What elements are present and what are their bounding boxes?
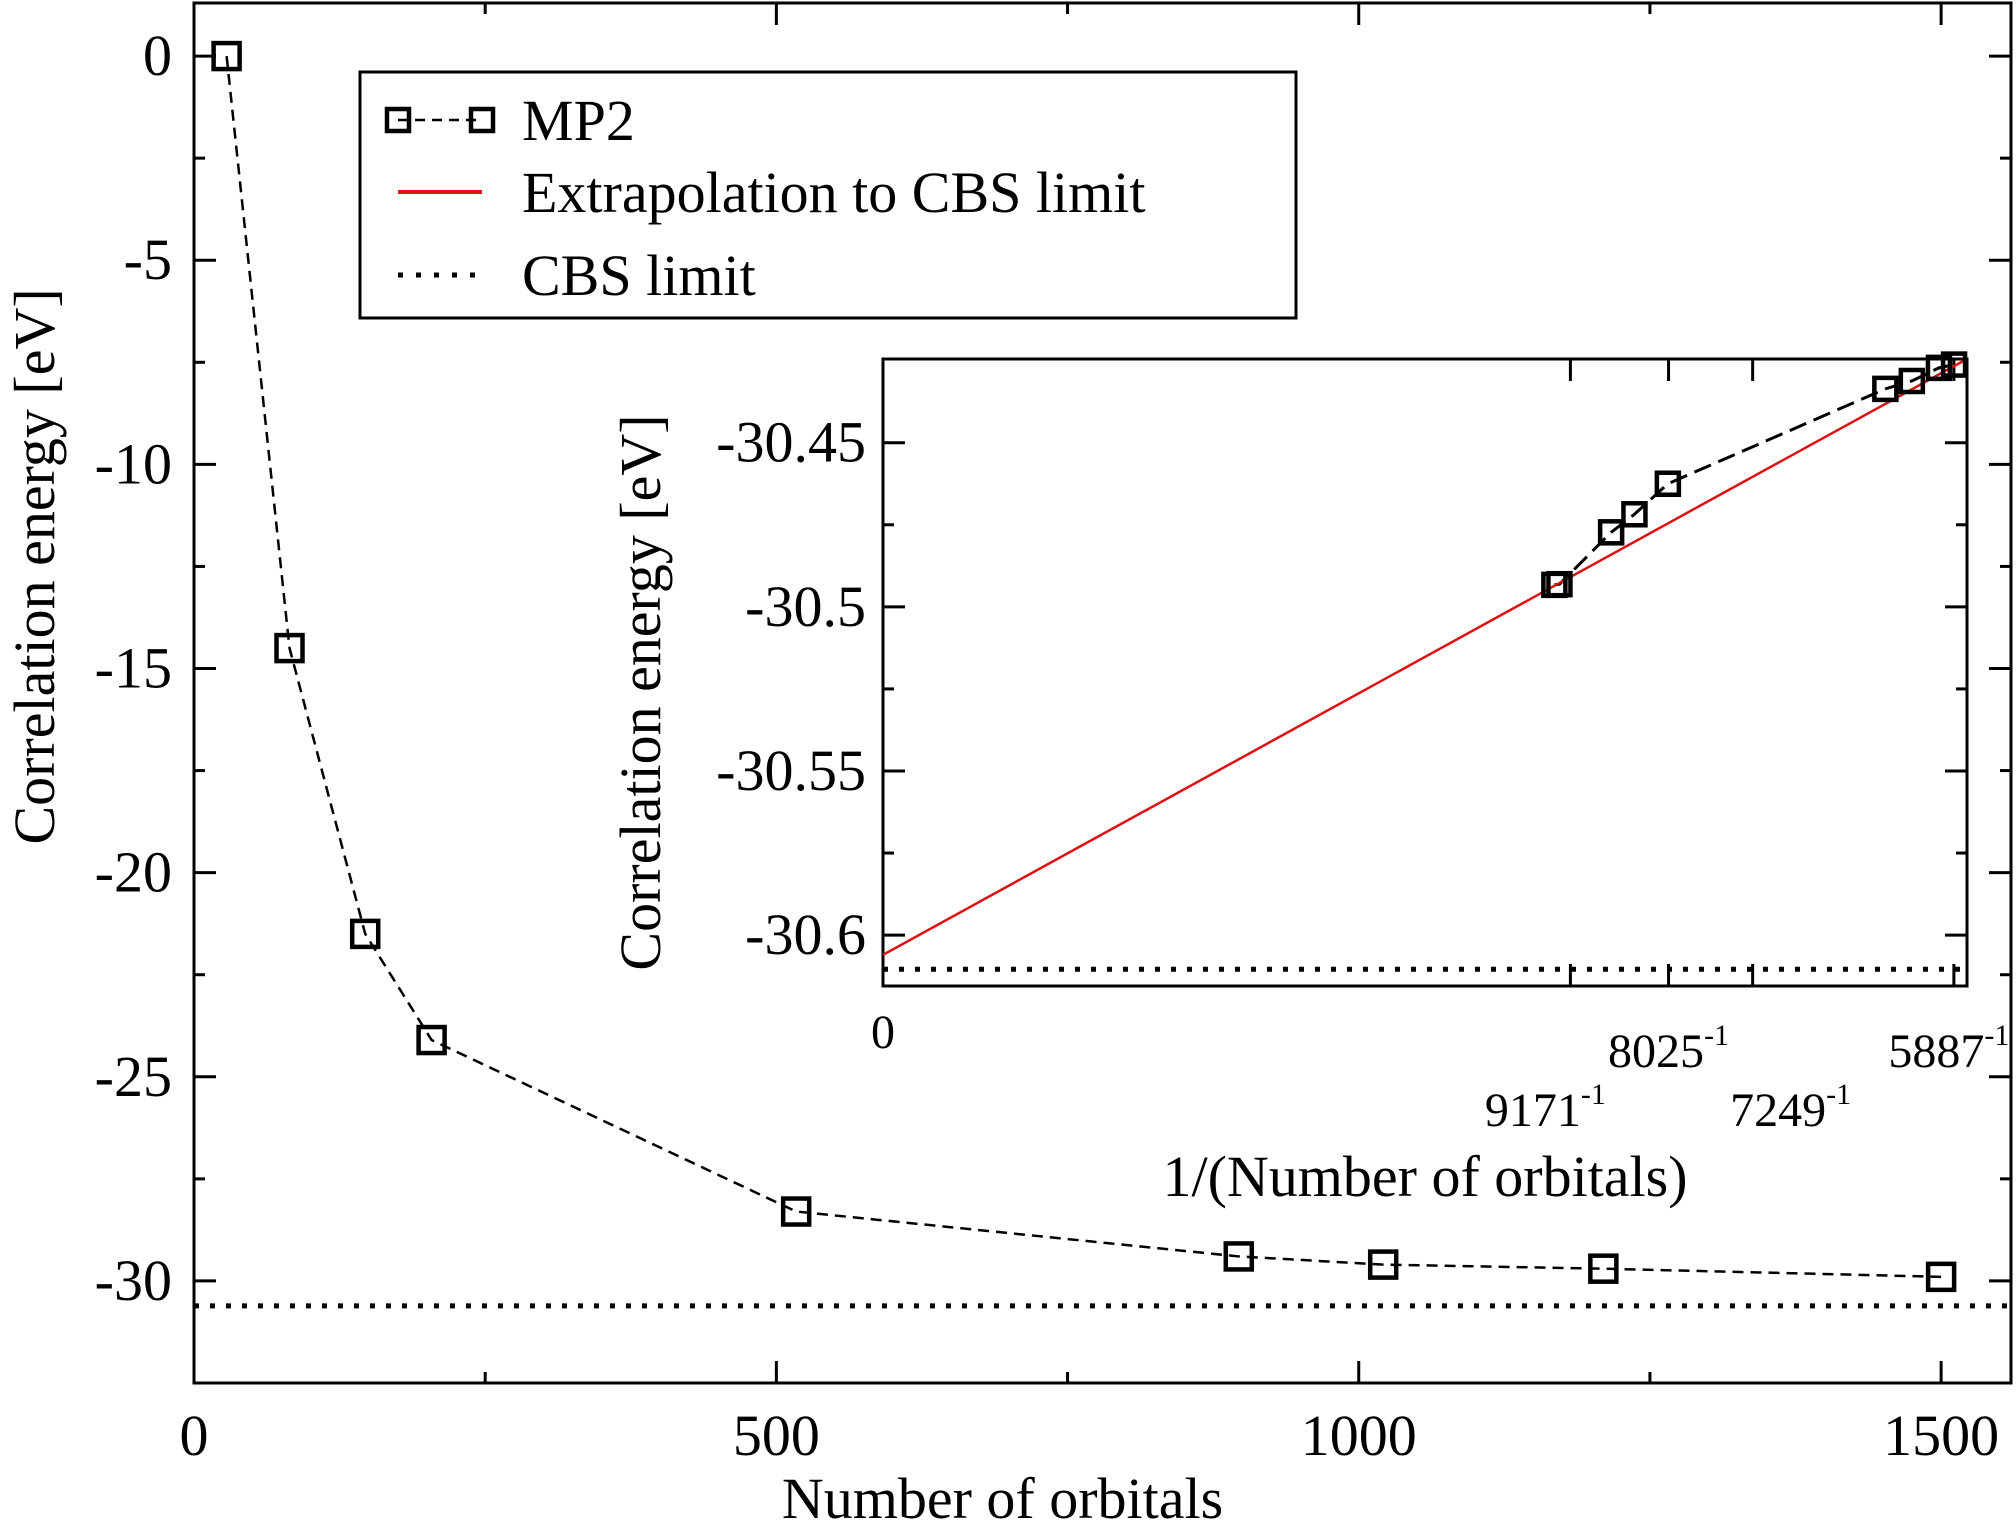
inset-x-tick-exponent: -1	[1984, 1019, 2009, 1052]
inset-x-tick-number: 0	[871, 1006, 895, 1059]
mp2-marker	[416, 1024, 447, 1056]
inset-x-tick-exponent: -1	[1581, 1078, 1606, 1111]
y-axis-title: Correlation energy [eV]	[2, 288, 67, 844]
y-tick-label: -30	[95, 1248, 172, 1313]
legend-label: Extrapolation to CBS limit	[522, 160, 1146, 225]
legend-item: MP2	[384, 88, 635, 153]
inset-mp2-marker	[1940, 351, 1968, 378]
mp2-marker	[1588, 1253, 1619, 1284]
legend: MP2 Extrapolation to CBS limit CBS limit	[358, 70, 1298, 320]
inset-chart: -30.45-30.5-30.55-30.609171-18025-17249-…	[608, 351, 2009, 1209]
inset-y-tick-label: -30.45	[716, 410, 866, 475]
inset-y-tick-label: -30.55	[716, 738, 866, 803]
legend-box	[358, 70, 1298, 320]
inset-mp2-marker	[1654, 470, 1682, 497]
inset-x-axis-title: 1/(Number of orbitals)	[1162, 1144, 1687, 1209]
plot-frame	[192, 1, 2013, 1385]
inset-y-tick-label: -30.6	[745, 902, 866, 967]
inset-extrapolation-line	[882, 357, 1968, 956]
mp2-marker	[780, 1196, 812, 1227]
inset-mp2-marker	[1597, 519, 1625, 546]
y-tick-label: -25	[95, 1044, 172, 1109]
inset-x-tick-label: 9171-1	[1485, 1078, 1606, 1137]
inset-mp2-marker	[1872, 375, 1899, 403]
y-tick-label: 0	[143, 23, 172, 88]
inset-x-tick-label: 8025-1	[1608, 1019, 1729, 1078]
legend-item: CBS limit	[398, 243, 756, 308]
inset-y-axis-title: Correlation energy [eV]	[608, 414, 673, 970]
inset-x-tick-number: 8025	[1608, 1025, 1704, 1078]
inset-x-tick-label: 0	[871, 1006, 895, 1059]
mp2-marker	[211, 40, 242, 72]
y-tick-label: -15	[95, 636, 172, 701]
inset-mp2-line	[1554, 363, 1955, 587]
legend-item: Extrapolation to CBS limit	[398, 160, 1146, 225]
inset-x-tick-label: 7249-1	[1730, 1078, 1851, 1137]
y-tick-label: -10	[95, 431, 172, 496]
inset-frame	[881, 357, 1969, 988]
inset-x-tick-number: 5887	[1888, 1025, 1984, 1078]
mp2-marker	[1367, 1249, 1399, 1280]
x-tick-label: 0	[180, 1403, 209, 1468]
inset-mp2-marker	[1546, 570, 1573, 598]
inset-y-tick-label: -30.5	[745, 574, 866, 639]
inset-x-tick-number: 7249	[1730, 1084, 1826, 1137]
inset-x-tick-label: 5887-1	[1888, 1019, 2009, 1078]
x-axis-title: Number of orbitals	[782, 1466, 1223, 1525]
legend-mp2-marker	[468, 106, 496, 134]
inset-mp2-marker	[1925, 354, 1953, 382]
x-tick-label: 500	[733, 1403, 820, 1468]
inset-mp2-marker	[1898, 367, 1926, 395]
legend-label: MP2	[522, 88, 635, 153]
x-tick-label: 1000	[1301, 1403, 1417, 1468]
mp2-marker	[349, 918, 381, 950]
mp2-marker	[1223, 1241, 1255, 1272]
inset-mp2-marker	[1621, 501, 1648, 528]
legend-mp2-marker	[384, 106, 412, 134]
mp2-line	[225, 55, 1942, 1279]
mp2-marker	[1925, 1261, 1957, 1293]
legend-label: CBS limit	[522, 243, 756, 308]
x-tick-label: 1500	[1883, 1403, 1999, 1468]
inset-x-tick-exponent: -1	[1704, 1019, 1729, 1052]
inset-x-tick-exponent: -1	[1826, 1078, 1851, 1111]
y-tick-label: -20	[95, 840, 172, 905]
inset-x-tick-number: 9171	[1485, 1084, 1581, 1137]
y-tick-label: -5	[124, 227, 172, 292]
mp2-marker	[274, 632, 305, 664]
